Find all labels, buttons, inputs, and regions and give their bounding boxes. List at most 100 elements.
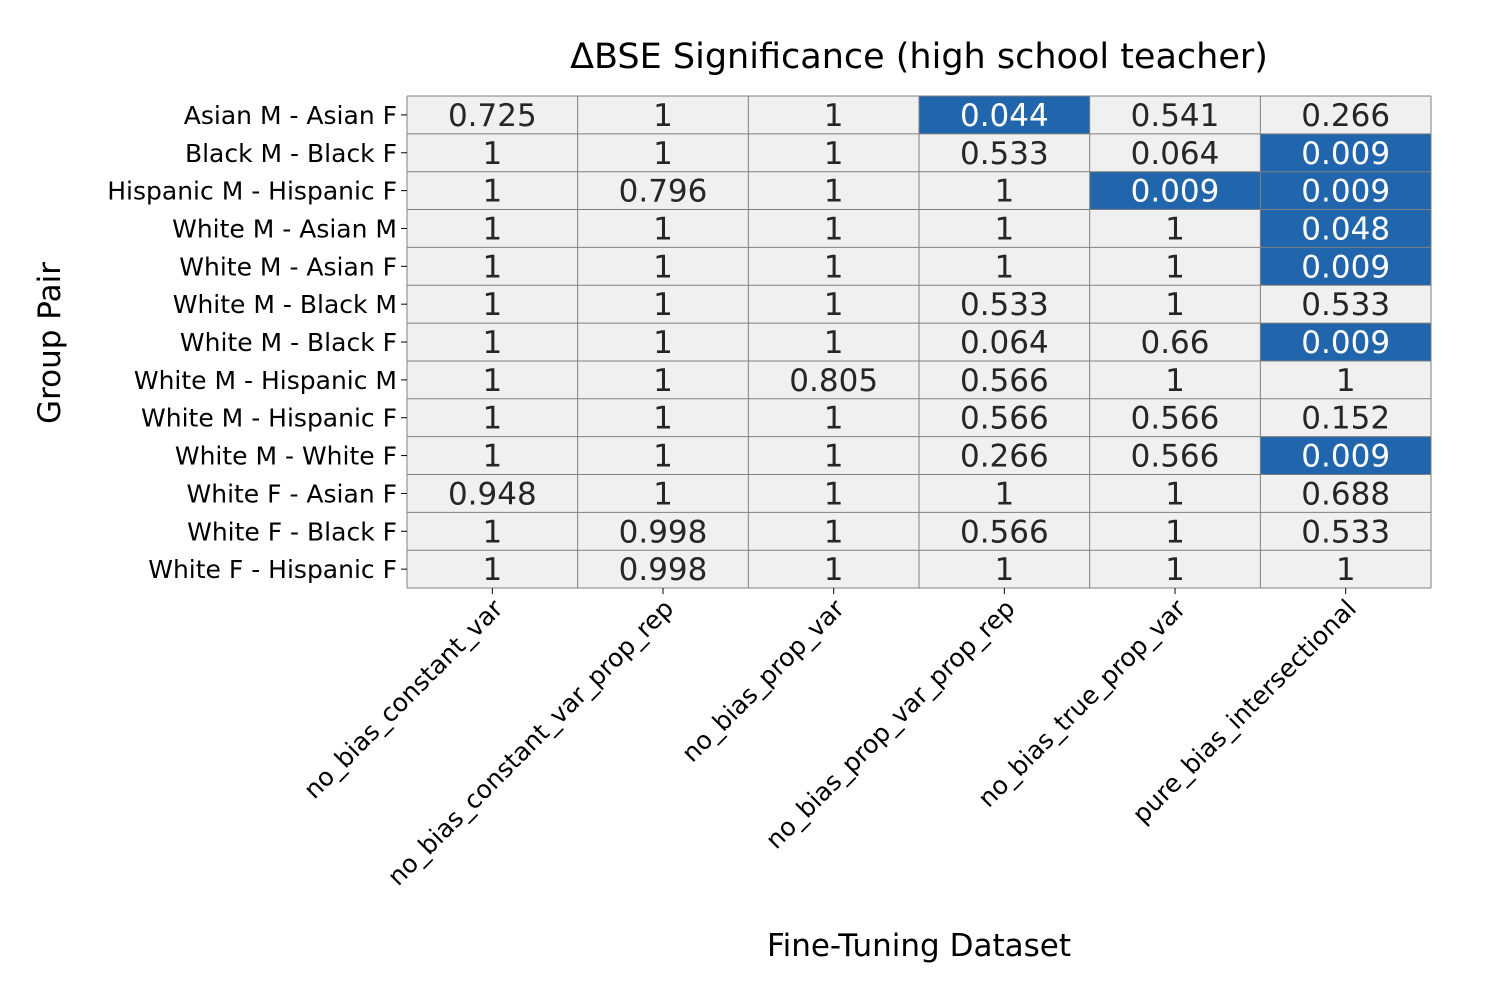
- heatmap-cell: [1260, 133, 1432, 172]
- heatmap-cell: [919, 285, 1090, 324]
- heatmap-cell: [1260, 436, 1432, 475]
- y-tick-label: White M - Hispanic F: [141, 404, 397, 433]
- heatmap-cell: [919, 360, 1090, 399]
- cell-value-label: 1: [824, 439, 844, 475]
- heatmap-cell: [1260, 247, 1432, 286]
- heatmap-cell: [919, 550, 1090, 589]
- heatmap-cell: [577, 247, 749, 286]
- heatmap-cell: [919, 512, 1090, 551]
- heatmap-cell: [1260, 398, 1432, 437]
- heatmap-cell: [1089, 323, 1261, 361]
- heatmap-cell: [748, 550, 920, 589]
- heatmap-cell: [407, 474, 578, 513]
- heatmap-cell: [1260, 360, 1432, 399]
- cell-value-label: 0.266: [960, 439, 1049, 475]
- cell-value-label: 1: [1165, 552, 1185, 588]
- cell-value-label: 1: [1165, 514, 1185, 550]
- y-axis-label: Group Pair: [32, 262, 68, 424]
- heatmap-cell: [1260, 209, 1432, 248]
- heatmap-cell: [748, 247, 920, 286]
- cell-value-label: 1: [1165, 249, 1185, 285]
- cell-value-label: 1: [1165, 363, 1185, 399]
- cell-value-label: 1: [482, 136, 502, 172]
- heatmap-cell: [1089, 247, 1261, 286]
- heatmap-cell: [577, 436, 749, 475]
- heatmap-cell: [407, 209, 578, 248]
- heatmap-cell: [748, 323, 920, 361]
- heatmap-cell: [407, 550, 578, 589]
- cell-value-label: 1: [824, 174, 844, 210]
- cell-value-label: 1: [653, 439, 673, 475]
- heatmap-cell: [748, 398, 920, 437]
- heatmap-cell: [1260, 323, 1432, 361]
- y-tick-label: White F - Asian F: [187, 479, 398, 508]
- cell-value-label: 0.044: [960, 98, 1049, 134]
- cell-value-label: 1: [1336, 552, 1356, 588]
- heatmap-cell: [1089, 398, 1261, 437]
- y-tick-label: White M - White F: [175, 442, 397, 471]
- heatmap-cell: [577, 171, 749, 210]
- cell-value-label: 1: [482, 249, 502, 285]
- cell-value-label: 0.688: [1301, 476, 1390, 512]
- heatmap-cell: [919, 474, 1090, 513]
- heatmap-cell: [577, 360, 749, 399]
- cell-value-label: 0.152: [1301, 401, 1390, 437]
- x-axis-label: Fine-Tuning Dataset: [767, 928, 1071, 964]
- cell-value-label: 1: [482, 211, 502, 247]
- cell-value-label: 0.948: [448, 476, 537, 512]
- heatmap-cell: [748, 209, 920, 248]
- heatmap-cell: [1260, 512, 1432, 551]
- heatmap-cell: [1260, 96, 1432, 134]
- heatmap-cell: [748, 96, 920, 134]
- y-tick-label: Black M - Black F: [185, 139, 397, 168]
- cell-value-label: 0.048: [1301, 211, 1390, 247]
- heatmap-cell: [748, 360, 920, 399]
- cell-value-label: 0.266: [1301, 98, 1390, 134]
- heatmap-cell: [919, 436, 1090, 475]
- heatmap-cell: [1089, 96, 1261, 134]
- cell-value-label: 1: [824, 136, 844, 172]
- heatmap-cell: [407, 133, 578, 172]
- cell-value-label: 0.009: [1301, 325, 1390, 361]
- cell-value-label: 1: [824, 476, 844, 512]
- cell-value-label: 0.998: [619, 552, 708, 588]
- y-tick-label: White M - Black M: [173, 290, 397, 319]
- cell-value-label: 1: [653, 401, 673, 437]
- heatmap-cell: [748, 171, 920, 210]
- cell-value-label: 1: [482, 325, 502, 361]
- cell-value-label: 1: [653, 325, 673, 361]
- heatmap-cell: [577, 96, 749, 134]
- heatmap-cell: [577, 209, 749, 248]
- cell-value-label: 0.009: [1131, 174, 1220, 210]
- heatmap-cell: [1260, 474, 1432, 513]
- cell-value-label: 1: [653, 363, 673, 399]
- heatmap-cell: [1089, 285, 1261, 324]
- cell-value-label: 0.009: [1301, 249, 1390, 285]
- heatmap-cell: [407, 171, 578, 210]
- cell-value-label: 0.566: [960, 363, 1049, 399]
- cell-value-label: 1: [1165, 211, 1185, 247]
- x-tick-label: no_bias_prop_var: [676, 593, 850, 767]
- heatmap-cell: [1089, 512, 1261, 551]
- cell-value-label: 1: [824, 98, 844, 134]
- heatmap-cell: [407, 436, 578, 475]
- heatmap-grid: [406, 95, 1432, 589]
- heatmap-cell: [407, 247, 578, 286]
- cell-value-label: 1: [994, 211, 1014, 247]
- heatmap-cell: [748, 285, 920, 324]
- heatmap-cell: [407, 323, 578, 361]
- heatmap-cell: [748, 133, 920, 172]
- cell-value-label: 0.805: [789, 363, 878, 399]
- y-tick-label: White M - Hispanic M: [134, 366, 397, 395]
- cell-value-label: 1: [994, 249, 1014, 285]
- cell-value-label: 1: [994, 476, 1014, 512]
- heatmap-cell: [1089, 209, 1261, 248]
- heatmap-cell: [577, 512, 749, 551]
- cell-value-label: 1: [482, 514, 502, 550]
- cell-value-label: 0.566: [960, 401, 1049, 437]
- cell-value-label: 1: [653, 249, 673, 285]
- y-tick-label: White F - Hispanic F: [148, 555, 397, 584]
- heatmap-cell: [577, 398, 749, 437]
